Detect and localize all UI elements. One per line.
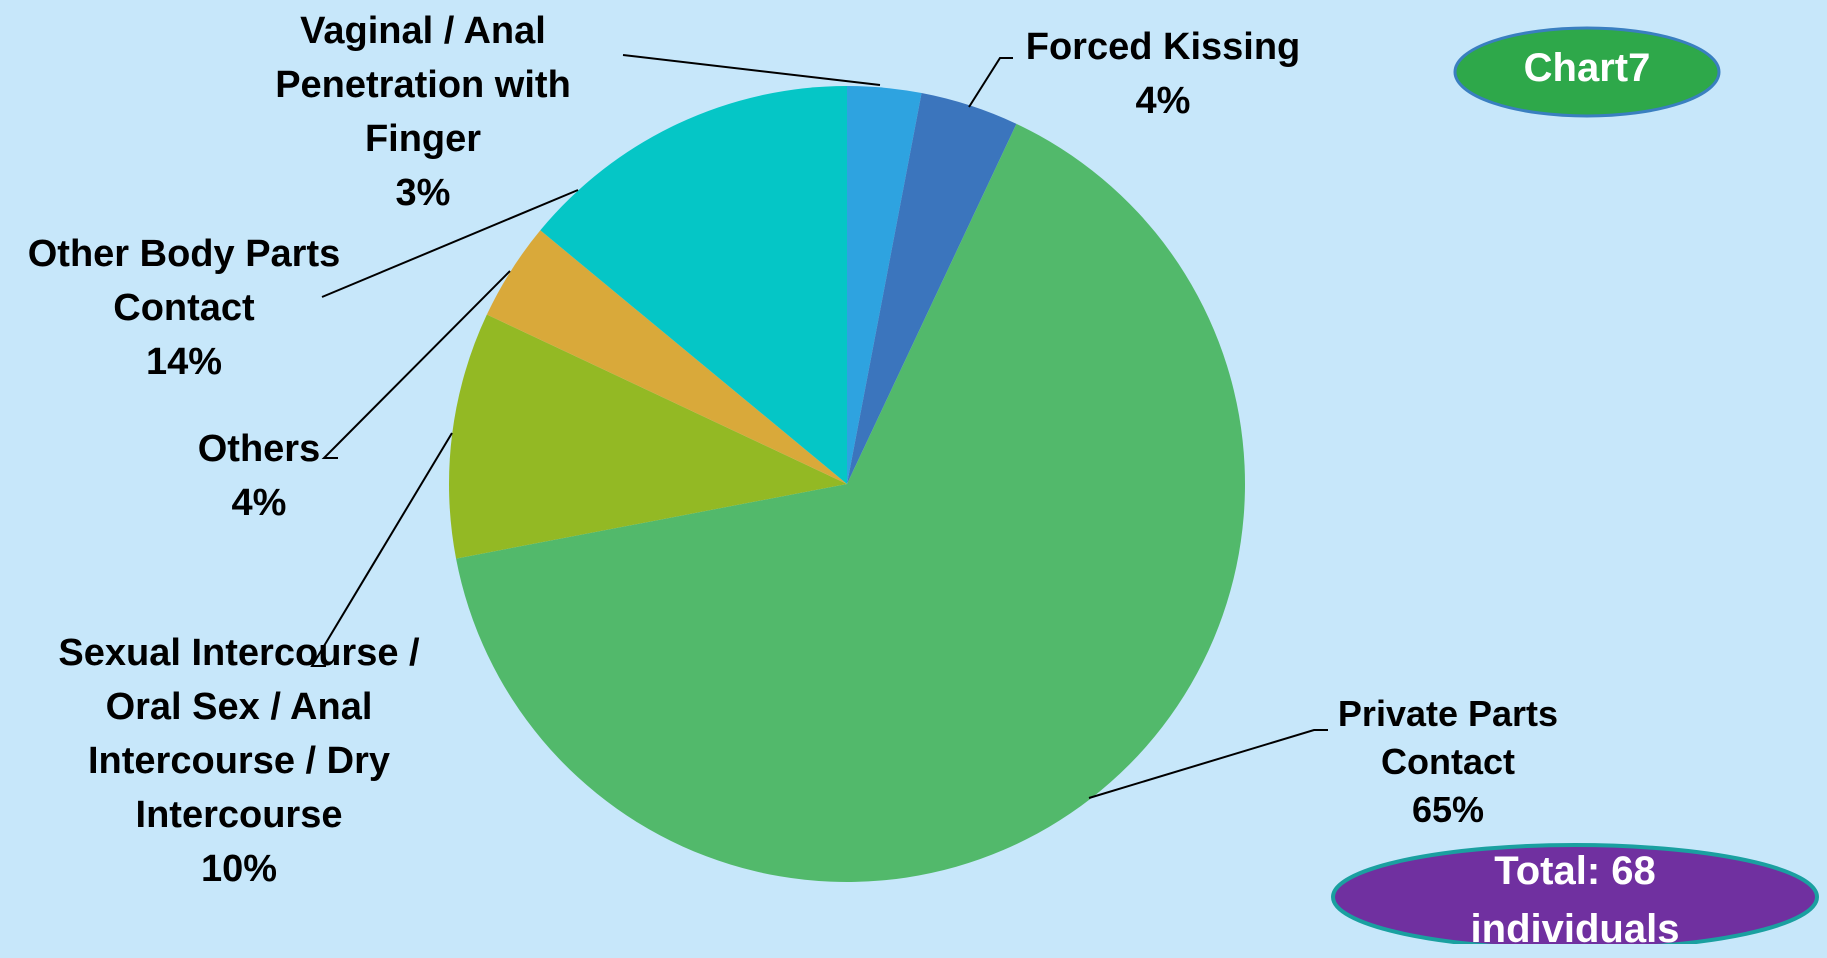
slice-label: Forced Kissing 4%: [983, 20, 1343, 128]
slice-label: Others 4%: [159, 422, 359, 530]
slice-name: Other Body Parts Contact: [27, 233, 341, 329]
slice-percent: 65%: [1411, 789, 1485, 830]
slice-name: Others: [197, 428, 321, 470]
slice-percent: 4%: [1135, 80, 1191, 122]
pie-slice: [847, 86, 922, 484]
slice-label: Sexual Intercourse / Oral Sex / Anal Int…: [39, 626, 439, 896]
pie-slice: [540, 86, 847, 484]
slice-label: Private Parts Contact 65%: [1298, 690, 1598, 834]
pie-slice: [449, 314, 847, 559]
total-text: Total: 68 individuals: [1470, 849, 1680, 951]
slice-percent: 10%: [200, 848, 278, 890]
slice-name: Sexual Intercourse / Oral Sex / Anal Int…: [58, 632, 420, 836]
chart-badge: [1453, 26, 1721, 118]
slice-label: Vaginal / Anal Penetration with Finger 3%: [223, 4, 623, 220]
pie-slice: [486, 230, 847, 484]
slice-percent: 14%: [145, 341, 223, 383]
slice-name: Vaginal / Anal Penetration with Finger: [275, 10, 571, 160]
chart-badge-text: Chart7: [1523, 46, 1651, 90]
pie-slice: [456, 123, 1245, 882]
slice-name: Forced Kissing: [1025, 26, 1301, 68]
slice-label: Other Body Parts Contact 14%: [0, 227, 374, 389]
slice-percent: 4%: [231, 482, 287, 524]
pie-slice: [847, 93, 1017, 484]
leader-lines: [310, 54, 1328, 799]
slice-name: Private Parts Contact: [1337, 693, 1559, 782]
total-badge: [1331, 843, 1819, 944]
slice-percent: 3%: [395, 172, 451, 214]
